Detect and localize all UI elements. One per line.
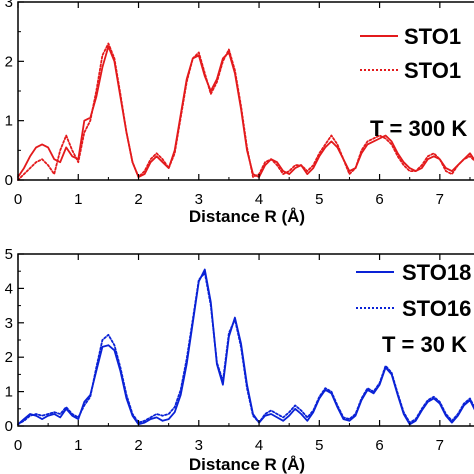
top-x-tick-label: 1	[74, 191, 82, 208]
bottom-x-axis-title: Distance R (Å)	[189, 455, 305, 474]
bottom-y-tick-label: 3	[5, 315, 13, 332]
top-legend-label-2: STO1	[404, 58, 461, 83]
top-legend-label-1: STO1	[404, 24, 461, 49]
bottom-legend-label-2: STO16	[402, 296, 471, 321]
top-plot-marks	[17, 42, 474, 181]
top-series-dotted-line	[17, 42, 474, 181]
bottom-plot-marks	[17, 268, 474, 426]
top-y-tick-label: 1	[5, 113, 13, 130]
bottom-temperature-annotation: T = 30 K	[382, 332, 467, 357]
top-y-tick-label: 2	[5, 53, 13, 70]
top-y-tick-label: 3	[5, 0, 13, 11]
top-x-tick-label: 4	[255, 191, 263, 208]
bottom-x-tick-label: 2	[134, 437, 142, 454]
top-temperature-annotation: T = 300 K	[370, 116, 467, 141]
bottom-legend-label-1: STO18	[402, 260, 471, 285]
bottom-axis-ticks: 0 1 2 3 4 5 6 7 0 1 2 3 4 5	[5, 246, 471, 454]
top-x-tick-label: 5	[315, 191, 323, 208]
panel-top: 0 1 2 3 4 5 6 7 0 1 2 3 STO1 STO1 T = 300 K Distanc…	[5, 0, 474, 226]
bottom-x-tick-label: 4	[255, 437, 263, 454]
top-x-tick-label: 3	[195, 191, 203, 208]
bottom-y-tick-label: 1	[5, 384, 13, 401]
panel-bottom: 0 1 2 3 4 5 6 7 0 1 2 3 4 5 STO18 STO16 T = 30 K Dist…	[5, 246, 474, 474]
top-axis-ticks: 0 1 2 3 4 5 6 7 0 1 2 3	[5, 0, 471, 208]
top-y-tick-label: 0	[5, 172, 13, 189]
top-x-tick-label: 6	[375, 191, 383, 208]
bottom-legend: STO18 STO16	[356, 260, 471, 321]
top-x-axis-title: Distance R (Å)	[189, 207, 305, 226]
bottom-y-tick-label: 0	[5, 418, 13, 435]
bottom-x-tick-label: 3	[195, 437, 203, 454]
bottom-y-tick-label: 4	[5, 280, 13, 297]
bottom-y-tick-label: 2	[5, 349, 13, 366]
bottom-x-tick-label: 6	[375, 437, 383, 454]
top-x-tick-label: 2	[134, 191, 142, 208]
top-legend: STO1 STO1	[360, 24, 461, 83]
bottom-y-tick-label: 5	[5, 246, 13, 263]
bottom-x-tick-label: 5	[315, 437, 323, 454]
top-x-tick-label: 7	[436, 191, 444, 208]
bottom-x-tick-label: 7	[436, 437, 444, 454]
bottom-series-dotted-line	[17, 271, 474, 426]
bottom-x-tick-label: 0	[14, 437, 22, 454]
bottom-x-tick-label: 1	[74, 437, 82, 454]
top-x-tick-label: 0	[14, 191, 22, 208]
